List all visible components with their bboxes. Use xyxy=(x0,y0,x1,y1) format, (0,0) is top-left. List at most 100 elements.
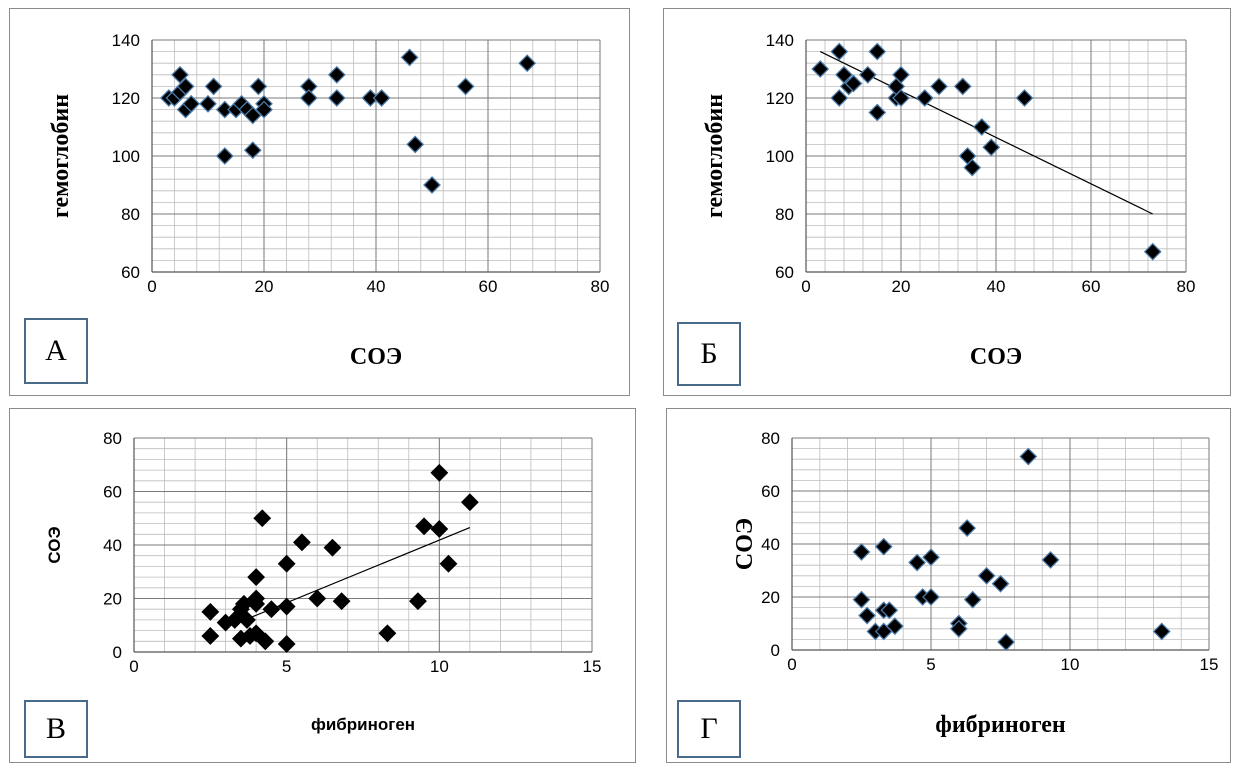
chart-a-point xyxy=(243,141,262,160)
chart-a-point xyxy=(249,77,268,96)
chart-a-x-tick-label: 20 xyxy=(255,277,274,296)
chart-c-point xyxy=(201,627,220,645)
chart-c-x-tick-label: 0 xyxy=(129,657,138,676)
chart-a-point xyxy=(423,176,441,194)
chart-b-y-tick-label: 140 xyxy=(766,31,794,50)
chart-b-point xyxy=(972,118,991,136)
chart-c-point xyxy=(277,554,296,573)
chart-c-point xyxy=(277,597,296,616)
chart-a-point xyxy=(215,147,234,165)
chart-c-point xyxy=(415,517,433,536)
panel-label-b: Б xyxy=(677,322,741,386)
chart-d-point xyxy=(1041,550,1060,569)
chart-d-point xyxy=(908,553,927,572)
chart-c-point xyxy=(409,592,427,611)
chart-b-point xyxy=(868,42,887,61)
chart-c-y-tick-label: 20 xyxy=(103,590,122,609)
chart-c-y-tick-label: 80 xyxy=(103,429,122,448)
chart-d-x-tick-label: 0 xyxy=(787,655,796,674)
chart-b-y-tick-label: 80 xyxy=(775,205,794,224)
chart-c-point xyxy=(430,463,449,482)
chart-d-point xyxy=(977,566,996,585)
chart-a-x-tick-label: 40 xyxy=(367,277,386,296)
chart-c-y-tick-label: 60 xyxy=(103,483,122,502)
chart-b-point xyxy=(892,65,910,84)
chart-a-y-tick-label: 120 xyxy=(112,89,140,108)
chart-c-point xyxy=(253,509,272,528)
chart-d-y-tick-label: 0 xyxy=(771,641,780,660)
chart-a-point xyxy=(400,48,419,67)
chart-a-point xyxy=(171,65,189,84)
chart-a-x-tick-label: 60 xyxy=(479,277,498,296)
chart-d-point xyxy=(1019,447,1038,466)
chart-b-x-tick-label: 60 xyxy=(1082,277,1101,296)
panel-c-frame xyxy=(9,408,636,763)
chart-b-point xyxy=(953,77,972,96)
chart-d-x-tick-label: 15 xyxy=(1200,655,1219,674)
chart-d-point xyxy=(880,601,899,620)
chart-d-x-axis-title: фибриноген xyxy=(935,712,1066,738)
panel-a-frame xyxy=(9,8,630,396)
chart-b-point xyxy=(868,103,887,122)
chart-b-y-tick-label: 120 xyxy=(766,89,794,108)
chart-c-point xyxy=(262,600,281,619)
chart-c-point xyxy=(378,624,397,643)
chart-a-y-axis-title: гемоглобин xyxy=(48,94,74,218)
chart-b-y-tick-label: 60 xyxy=(775,263,794,282)
chart-b-x-tick-label: 20 xyxy=(892,277,911,296)
chart-b-trendline xyxy=(819,51,1154,215)
chart-b-point xyxy=(1015,89,1034,107)
chart-d-y-axis-title: СОЭ xyxy=(732,518,758,570)
chart-a-point xyxy=(372,89,391,107)
chart-a-point xyxy=(182,94,201,113)
chart-a-point xyxy=(406,135,425,154)
chart-d-point xyxy=(949,619,968,638)
chart-d-point xyxy=(922,548,940,567)
chart-c-x-axis-title: фибриноген xyxy=(311,715,415,734)
chart-a-x-tick-label: 0 xyxy=(147,277,156,296)
chart-a-point xyxy=(204,77,223,96)
chart-d-point xyxy=(852,543,871,561)
chart-a-point xyxy=(199,94,217,113)
chart-b-point xyxy=(1143,242,1162,261)
chart-d-point xyxy=(885,617,904,636)
chart-b-point xyxy=(892,89,910,107)
chart-c-point xyxy=(308,589,327,608)
chart-b-point xyxy=(930,77,948,96)
chart-c-x-tick-label: 15 xyxy=(583,657,602,676)
chart-a-point xyxy=(176,77,195,96)
chart-c-x-tick-label: 10 xyxy=(430,657,449,676)
chart-d-y-tick-label: 20 xyxy=(761,588,780,607)
chart-a-point xyxy=(518,54,537,73)
chart-c-point xyxy=(293,533,311,552)
chart-b-point xyxy=(811,60,830,78)
chart-c-point xyxy=(332,592,351,611)
chart-c-point xyxy=(256,632,275,651)
chart-d-x-tick-label: 5 xyxy=(926,655,935,674)
panel-label-d: Г xyxy=(677,700,741,758)
chart-b-point xyxy=(982,138,1001,157)
chart-c-point xyxy=(460,493,479,512)
chart-b-point xyxy=(915,89,934,107)
panel-label-a: А xyxy=(24,318,88,384)
chart-a-point xyxy=(456,77,475,96)
chart-d-point xyxy=(922,588,940,606)
chart-c-point xyxy=(238,610,256,629)
chart-c-y-tick-label: 0 xyxy=(113,643,122,662)
chart-b-y-axis-title: гемоглобин xyxy=(702,94,728,218)
chart-c-point xyxy=(247,568,266,587)
chart-c-point xyxy=(247,594,266,613)
chart-c-point xyxy=(439,554,458,573)
chart-b-point xyxy=(844,74,863,93)
chart-a-point xyxy=(255,100,273,119)
chart-a-y-tick-label: 140 xyxy=(112,31,140,50)
chart-c-y-axis-title: СОЭ xyxy=(45,526,64,563)
chart-c-y-tick-label: 40 xyxy=(103,536,122,555)
chart-a-point xyxy=(327,65,346,84)
chart-d-point xyxy=(991,574,1010,593)
chart-c-point xyxy=(430,520,449,538)
panel-b-frame xyxy=(663,8,1231,396)
chart-b-x-tick-label: 40 xyxy=(987,277,1006,296)
chart-d-x-tick-label: 10 xyxy=(1061,655,1080,674)
